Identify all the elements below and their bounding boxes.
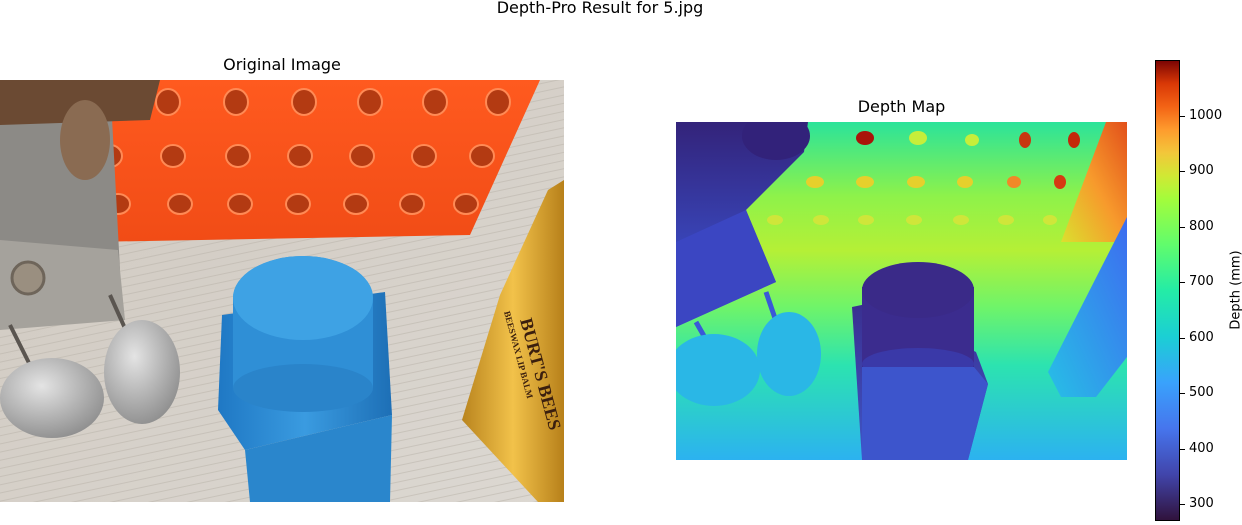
colorbar-tick xyxy=(1180,338,1185,339)
original-image: BURT'S BEES BEESWAX LIP BALM xyxy=(0,80,564,502)
rack-hole xyxy=(400,194,424,214)
colorbar-tick-label: 900 xyxy=(1189,164,1214,178)
rack-hole xyxy=(350,145,374,167)
rack-hole xyxy=(454,194,478,214)
figure-title: Depth-Pro Result for 5.jpg xyxy=(0,0,1200,17)
rack-hole xyxy=(288,145,312,167)
rack-hole xyxy=(412,145,436,167)
rack-hole xyxy=(358,89,382,115)
rack-hole xyxy=(161,145,185,167)
rack-hole xyxy=(226,145,250,167)
rack-hole xyxy=(486,89,510,115)
colorbar-tick-label: 1000 xyxy=(1189,109,1222,123)
silver-egg-right xyxy=(104,320,180,424)
colorbar-tick-label: 600 xyxy=(1189,331,1214,345)
colorbar-tick-label: 800 xyxy=(1189,220,1214,234)
depth-colorbar xyxy=(1155,60,1180,521)
colorbar-tick-label: 500 xyxy=(1189,386,1214,400)
rack-hole xyxy=(292,89,316,115)
rack-hole xyxy=(344,194,368,214)
colorbar-tick xyxy=(1180,393,1185,394)
rack-hole xyxy=(228,194,252,214)
depth-map-image xyxy=(676,122,1127,460)
rack-hole xyxy=(286,194,310,214)
colorbar-tick-label: 400 xyxy=(1189,442,1214,456)
colorbar-tick xyxy=(1180,171,1185,172)
rack-hole xyxy=(423,89,447,115)
colorbar-tick xyxy=(1180,227,1185,228)
colorbar-tick-label: 700 xyxy=(1189,275,1214,289)
depth-map-title: Depth Map xyxy=(676,97,1127,116)
rack-hole xyxy=(156,89,180,115)
depth-egg-right xyxy=(757,312,821,396)
colorbar-tick-label: 300 xyxy=(1189,497,1214,511)
rack-hole xyxy=(470,145,494,167)
rack-hole xyxy=(168,194,192,214)
depth-block xyxy=(852,262,988,460)
silver-egg-left xyxy=(0,358,104,438)
colorbar-label: Depth (mm) xyxy=(1229,250,1242,329)
colorbar-tick xyxy=(1180,116,1185,117)
rack-hole xyxy=(224,89,248,115)
original-image-title: Original Image xyxy=(0,55,564,74)
colorbar-tick xyxy=(1180,449,1185,450)
colorbar-tick xyxy=(1180,504,1185,505)
colorbar-tick xyxy=(1180,282,1185,283)
